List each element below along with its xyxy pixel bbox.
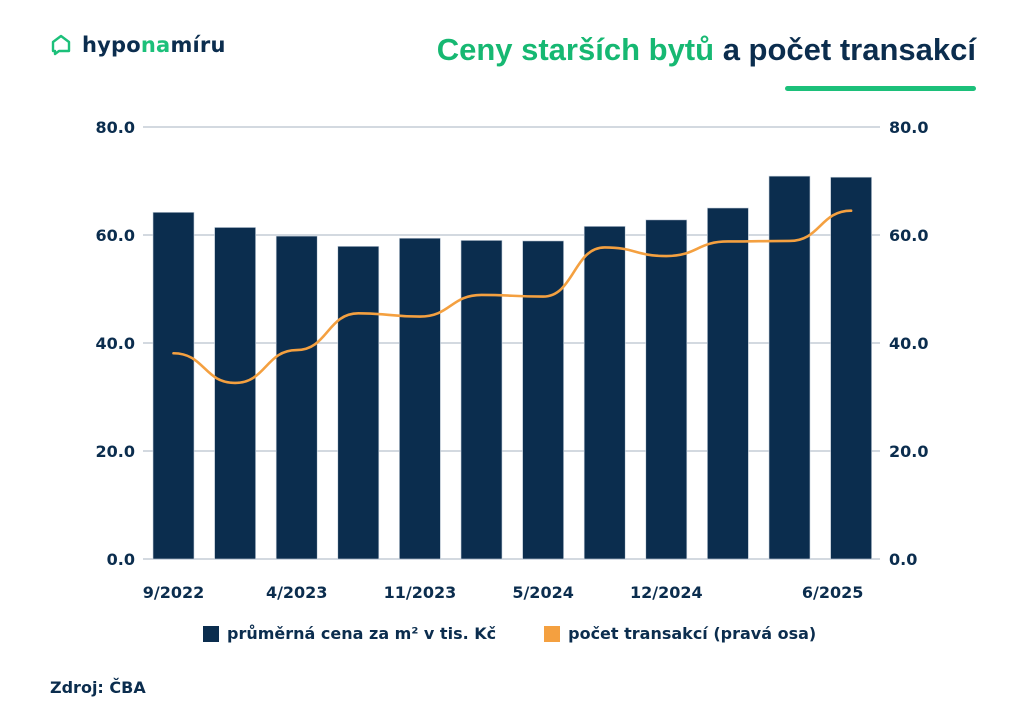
x-tick: 6/2025: [802, 583, 864, 602]
house-chat-icon: [51, 34, 71, 56]
y-tick-left: 0.0: [107, 550, 135, 569]
series-line-transactions: [172, 209, 853, 385]
legend: průměrná cena za m² v tis. Kč počet tran…: [203, 624, 864, 643]
bar: [214, 227, 256, 560]
y-tick-right: 80.0: [889, 118, 928, 137]
bar: [460, 240, 503, 560]
bar: [522, 240, 564, 560]
legend-item-price: průměrná cena za m² v tis. Kč: [203, 624, 496, 643]
y-tick-right: 0.0: [889, 550, 917, 569]
y-tick-left: 20.0: [96, 442, 135, 461]
bar: [645, 219, 688, 560]
legend-label-price: průměrná cena za m² v tis. Kč: [227, 624, 497, 643]
legend-swatch-line: [544, 625, 561, 642]
legend-item-transactions: počet transakcí (pravá osa): [544, 624, 816, 643]
y-tick-right: 40.0: [889, 334, 928, 353]
y-tick-left: 60.0: [96, 226, 135, 245]
x-tick: 9/2022: [143, 583, 205, 602]
bar: [768, 175, 811, 560]
y-tick-right: 60.0: [889, 226, 928, 245]
y-tick-right: 20.0: [889, 442, 928, 461]
source-note: Zdroj: ČBA: [50, 678, 146, 697]
logo-text: hyponamíru: [82, 33, 226, 57]
chart-title: Ceny starších bytů a počet transakcí: [437, 32, 976, 68]
legend-label-transactions: počet transakcí (pravá osa): [568, 624, 817, 643]
x-tick: 11/2023: [384, 583, 457, 602]
bar: [707, 207, 749, 560]
legend-swatch-bar: [203, 625, 219, 642]
bar: [583, 226, 626, 560]
y-tick-left: 80.0: [96, 118, 135, 137]
bar: [399, 237, 441, 560]
x-tick: 4/2023: [266, 583, 328, 602]
title-highlight: Ceny starších bytů: [436, 32, 715, 67]
logo: hyponamíru: [50, 33, 226, 57]
bar: [275, 235, 318, 560]
bar: [152, 212, 195, 560]
x-tick: 5/2024: [512, 583, 574, 602]
y-tick-left: 40.0: [96, 334, 135, 353]
bar: [337, 246, 380, 560]
title-rest: a počet transakcí: [722, 32, 976, 67]
bar: [830, 176, 872, 560]
title-underline: [785, 86, 976, 91]
x-tick: 12/2024: [630, 583, 703, 602]
